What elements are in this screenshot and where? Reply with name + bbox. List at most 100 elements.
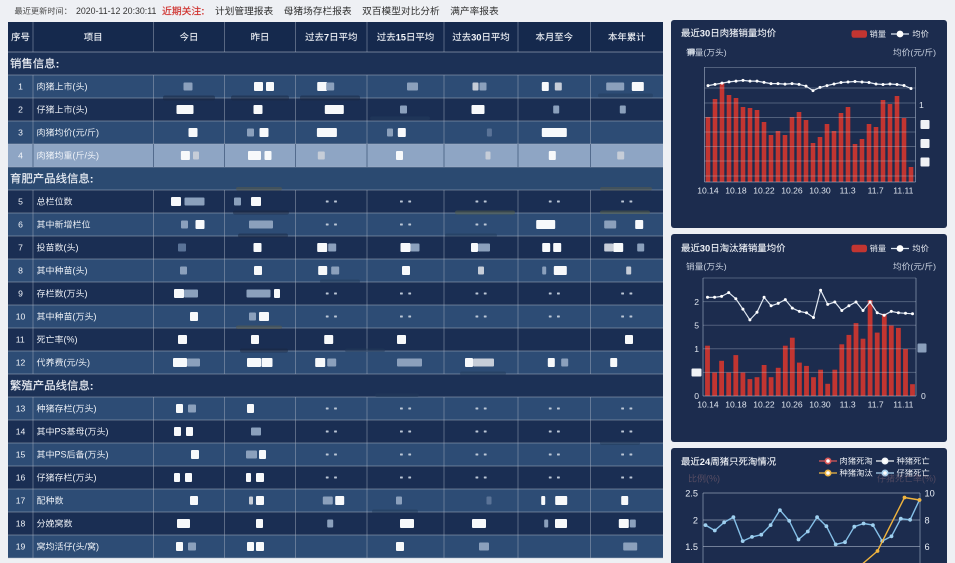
svg-text:10: 10: [925, 488, 935, 498]
svg-text:(: (: [703, 48, 706, 58]
svg-text:/: /: [85, 151, 88, 161]
svg-text:(: (: [64, 289, 67, 299]
svg-text:30: 30: [700, 27, 710, 38]
svg-text:13: 13: [16, 404, 26, 414]
svg-text:17: 17: [16, 496, 26, 506]
svg-text:(: (: [64, 243, 67, 253]
svg-text:1.5: 1.5: [685, 542, 698, 552]
svg-text:): ): [106, 450, 109, 460]
svg-text:10.30: 10.30: [809, 400, 831, 410]
svg-text:10.14: 10.14: [697, 400, 719, 410]
svg-text:11.7: 11.7: [868, 186, 884, 196]
svg-text:(: (: [73, 542, 76, 552]
svg-text:10.30: 10.30: [809, 186, 831, 196]
svg-text:): ): [933, 48, 936, 58]
svg-text:7: 7: [324, 31, 329, 42]
svg-text:0: 0: [694, 391, 699, 401]
svg-text:8: 8: [925, 515, 930, 525]
svg-text::: :: [56, 59, 60, 71]
svg-text:15: 15: [396, 31, 406, 42]
svg-text:(%): (%): [64, 335, 78, 345]
svg-text:10.18: 10.18: [725, 400, 747, 410]
svg-text:/: /: [85, 128, 88, 138]
svg-text:2.5: 2.5: [685, 488, 698, 498]
svg-text:(: (: [85, 450, 88, 460]
svg-text:(: (: [73, 105, 76, 115]
svg-text:10.18: 10.18: [725, 186, 747, 196]
svg-text:/: /: [85, 542, 88, 552]
svg-text:11.7: 11.7: [868, 400, 884, 410]
svg-text:(: (: [910, 262, 913, 272]
svg-text:4: 4: [18, 151, 23, 161]
svg-text:(: (: [85, 427, 88, 437]
svg-text:10: 10: [16, 312, 26, 322]
svg-text:(: (: [73, 266, 76, 276]
svg-text:): ): [76, 243, 79, 253]
svg-text:): ): [85, 289, 88, 299]
svg-text:30: 30: [471, 31, 481, 42]
svg-text:): ): [96, 542, 99, 552]
svg-text:11.11: 11.11: [893, 400, 913, 410]
svg-text:): ): [94, 473, 97, 483]
svg-text:12: 12: [16, 358, 26, 368]
svg-text:1: 1: [919, 100, 924, 110]
svg-text:(: (: [910, 48, 913, 58]
svg-text:/: /: [76, 358, 79, 368]
svg-text::: :: [201, 7, 204, 18]
svg-text:10.22: 10.22: [753, 400, 775, 410]
svg-text:0: 0: [921, 391, 926, 401]
svg-text:(%): (%): [706, 474, 720, 484]
svg-text:1: 1: [18, 82, 23, 92]
svg-text:18: 18: [16, 519, 26, 529]
svg-text:): ): [106, 427, 109, 437]
svg-text:): ): [724, 48, 727, 58]
svg-text:): ): [94, 404, 97, 414]
svg-text:2: 2: [18, 105, 23, 115]
svg-text:(: (: [73, 128, 76, 138]
svg-text:(%): (%): [922, 474, 936, 484]
svg-text:): ): [724, 262, 727, 272]
svg-text:(: (: [703, 262, 706, 272]
svg-text:10.26: 10.26: [781, 400, 803, 410]
svg-text:(: (: [73, 473, 76, 483]
svg-text:10.22: 10.22: [753, 186, 775, 196]
svg-text:2: 2: [694, 297, 699, 307]
svg-text:7: 7: [18, 243, 23, 253]
svg-text:(: (: [64, 358, 67, 368]
svg-text:/: /: [922, 48, 925, 58]
svg-text::: :: [90, 381, 94, 393]
svg-text:6: 6: [18, 220, 23, 230]
svg-text:(: (: [73, 312, 76, 322]
svg-text:): ): [85, 266, 88, 276]
svg-text:PS: PS: [55, 450, 67, 460]
svg-text:(: (: [73, 404, 76, 414]
svg-text:(: (: [73, 151, 76, 161]
svg-text:11: 11: [16, 335, 25, 345]
svg-text:11.3: 11.3: [840, 400, 856, 410]
svg-text:2: 2: [693, 515, 698, 525]
svg-text:): ): [85, 82, 88, 92]
svg-text:5: 5: [694, 321, 699, 331]
svg-text:): ): [94, 312, 97, 322]
svg-text:1: 1: [694, 344, 699, 354]
svg-text:PS: PS: [55, 427, 67, 437]
svg-text:): ): [85, 105, 88, 115]
svg-text:9: 9: [18, 289, 23, 299]
svg-text:15: 15: [16, 450, 26, 460]
svg-text:8: 8: [18, 266, 23, 276]
svg-text:24: 24: [700, 456, 711, 467]
svg-text:): ): [96, 128, 99, 138]
svg-text:6: 6: [925, 542, 930, 552]
svg-text:): ): [933, 262, 936, 272]
svg-text:30: 30: [700, 242, 710, 253]
svg-text:): ): [87, 358, 90, 368]
svg-text:10.14: 10.14: [697, 186, 719, 196]
svg-text::: :: [90, 174, 94, 186]
svg-text:): ): [96, 151, 99, 161]
svg-text:11.3: 11.3: [840, 186, 856, 196]
svg-text:(: (: [73, 82, 76, 92]
svg-text:2020-11-12 20:30:11: 2020-11-12 20:30:11: [76, 6, 156, 16]
svg-text:3: 3: [18, 128, 23, 138]
svg-text:16: 16: [16, 473, 26, 483]
svg-text:/: /: [922, 262, 925, 272]
